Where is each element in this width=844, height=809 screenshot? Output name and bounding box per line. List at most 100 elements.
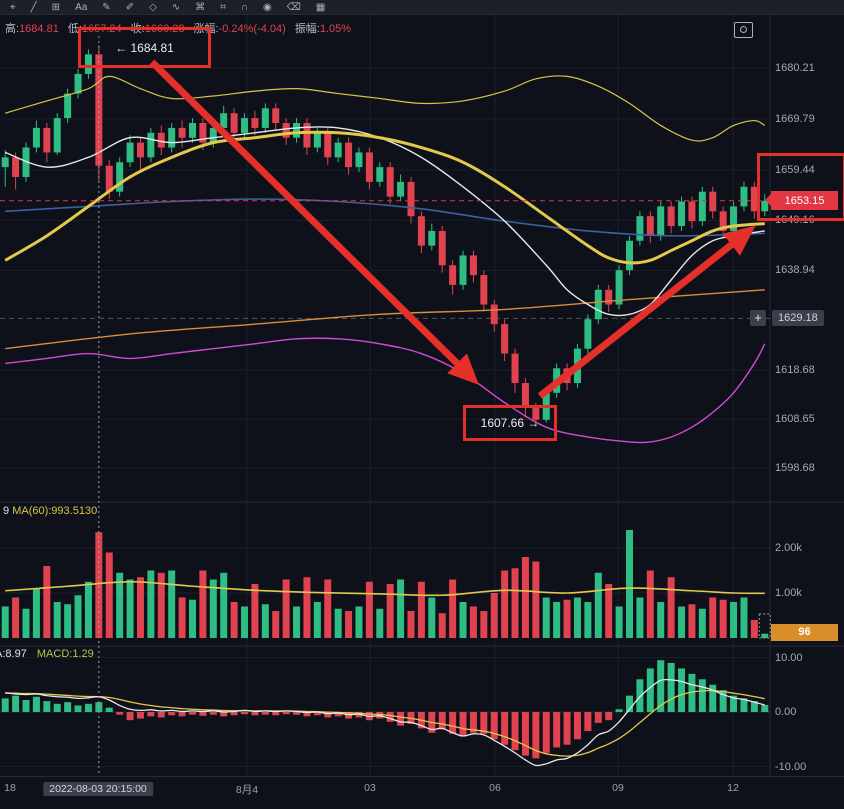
candle-body[interactable] [64, 93, 72, 119]
volume-bar[interactable] [32, 588, 40, 639]
volume-bar[interactable] [459, 602, 467, 638]
candle-body[interactable] [324, 132, 332, 158]
volume-bar[interactable] [761, 633, 769, 638]
volume-bar[interactable] [209, 579, 217, 639]
macd-bar[interactable] [293, 712, 301, 715]
volume-bar[interactable] [407, 611, 415, 638]
candle-body[interactable] [438, 230, 446, 266]
text-tool-icon[interactable]: Aa [75, 2, 88, 13]
candle-body[interactable] [282, 122, 290, 138]
candle-body[interactable] [251, 118, 259, 128]
candle-body[interactable] [365, 152, 373, 182]
candle-body[interactable] [667, 206, 675, 227]
candle-body[interactable] [730, 206, 738, 231]
volume-bar[interactable] [657, 602, 665, 638]
annotation-arrow-2[interactable] [537, 225, 756, 399]
volume-bar[interactable] [542, 597, 550, 639]
macd-bar[interactable] [730, 695, 738, 712]
volume-bar[interactable] [490, 593, 498, 638]
alert-price-label[interactable]: 1629.18 [772, 310, 824, 326]
annotation-arrows[interactable] [149, 59, 756, 399]
volume-series[interactable] [1, 530, 771, 639]
candle-body[interactable] [469, 255, 477, 276]
candle-body[interactable] [220, 113, 228, 128]
macd-bar[interactable] [667, 662, 675, 712]
macd-bar[interactable] [719, 690, 727, 712]
volume-bar[interactable] [147, 570, 155, 639]
candlestick-series[interactable] [1, 45, 769, 424]
pattern-tool-icon[interactable]: ⌘ [195, 2, 206, 13]
volume-bar[interactable] [605, 584, 613, 638]
volume-bar[interactable] [230, 602, 238, 638]
pen-tool-icon[interactable]: ✐ [125, 2, 135, 13]
volume-bar[interactable] [417, 581, 425, 638]
candle-body[interactable] [688, 201, 696, 222]
volume-bar[interactable] [116, 572, 124, 638]
volume-bar[interactable] [469, 606, 477, 639]
volume-bar[interactable] [553, 602, 561, 638]
candle-body[interactable] [584, 319, 592, 349]
volume-bar[interactable] [501, 570, 509, 639]
candle-body[interactable] [698, 191, 706, 222]
candle-body[interactable] [761, 200, 769, 212]
candle-body[interactable] [12, 157, 20, 177]
candle-body[interactable] [84, 54, 92, 74]
candle-body[interactable] [261, 108, 269, 128]
candle-body[interactable] [532, 407, 540, 420]
annotation-high-box[interactable]: ← 1684.81 [78, 27, 211, 68]
macd-bar[interactable] [563, 712, 571, 745]
candle-body[interactable] [459, 255, 467, 285]
volume-bar[interactable] [126, 579, 134, 639]
shape-tool-icon[interactable]: ◇ [149, 2, 157, 13]
macd-bar[interactable] [324, 712, 332, 718]
macd-bar[interactable] [241, 712, 249, 715]
volume-bar[interactable] [178, 597, 186, 639]
candle-body[interactable] [209, 127, 217, 143]
candle-body[interactable] [53, 118, 61, 153]
volume-bar[interactable] [636, 597, 644, 639]
macd-bar[interactable] [626, 695, 633, 712]
candle-body[interactable] [293, 122, 301, 138]
macd-bar[interactable] [209, 712, 217, 715]
candle-body[interactable] [449, 265, 457, 285]
volume-bar[interactable] [511, 568, 519, 638]
volume-bar[interactable] [573, 597, 581, 639]
volume-bar[interactable] [168, 570, 176, 639]
macd-bar[interactable] [605, 712, 613, 721]
macd-bar[interactable] [303, 712, 311, 717]
volume-bar[interactable] [136, 577, 144, 638]
macd-bar[interactable] [147, 712, 155, 717]
magnet-tool-icon[interactable]: ∩ [240, 2, 248, 13]
candle-body[interactable] [22, 147, 30, 177]
grid-tool-icon[interactable]: ▦ [315, 2, 326, 13]
candle-body[interactable] [74, 73, 82, 94]
delete-tool-icon[interactable]: ⌫ [286, 2, 301, 13]
candle-body[interactable] [480, 275, 488, 305]
candle-body[interactable] [105, 165, 113, 192]
macd-bar[interactable] [501, 712, 509, 745]
time-axis-label[interactable]: 06 [489, 782, 501, 794]
volume-bar[interactable] [345, 611, 353, 638]
volume-bar[interactable] [719, 599, 727, 638]
candle-body[interactable] [501, 324, 509, 354]
volume-bar[interactable] [667, 577, 675, 638]
macd-bar[interactable] [188, 712, 196, 715]
candle-body[interactable] [345, 142, 353, 168]
candle-body[interactable] [241, 118, 249, 133]
volume-bar[interactable] [438, 613, 446, 638]
candle-body[interactable] [355, 152, 363, 168]
volume-bar[interactable] [95, 532, 103, 638]
trendline-tool-icon[interactable]: ╱ [30, 2, 37, 13]
macd-bar[interactable] [157, 712, 165, 718]
macd-bar[interactable] [116, 712, 124, 715]
macd-bar[interactable] [511, 712, 519, 751]
candle-body[interactable] [428, 230, 436, 246]
candle-body[interactable] [95, 54, 103, 166]
volume-bar[interactable] [282, 579, 290, 639]
volume-bar[interactable] [64, 604, 72, 638]
volume-bar[interactable] [43, 566, 51, 638]
volume-bar[interactable] [480, 611, 488, 638]
volume-bar[interactable] [313, 602, 321, 638]
candle-body[interactable] [511, 353, 519, 384]
macd-bar[interactable] [646, 668, 654, 712]
